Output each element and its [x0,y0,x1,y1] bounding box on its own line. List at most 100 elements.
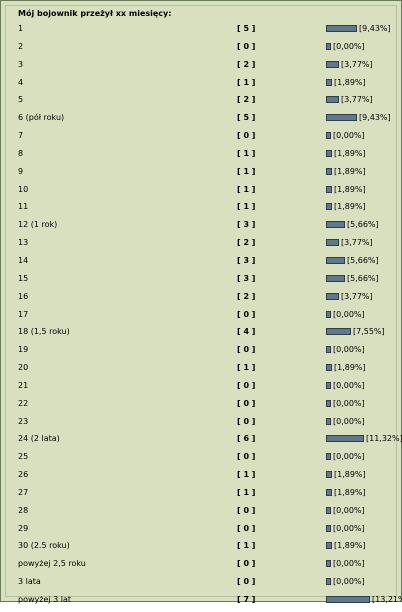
poll-option-bar [326,346,331,354]
poll-option-count: [ 4 ] [237,327,256,337]
poll-option-percent: [9,43%] [359,113,391,123]
poll-option-percent: [13,21%] [372,595,402,604]
poll-option-bar [326,132,331,140]
poll-option-row: powyżej 3 lat [ 7 ] [13,21%] [6,594,402,612]
poll-option-bar [326,435,364,443]
poll-option-percent: [3,77%] [341,95,373,105]
poll-option-row: 7 [ 0 ] [0,00%] [6,130,398,148]
poll-option-bar [326,310,331,318]
poll-option-percent: [1,89%] [334,541,366,551]
poll-option-label: 24 (2 lata) [18,434,60,444]
poll-option-row: 6 (pół roku) [ 5 ] [9,43%] [6,112,398,130]
poll-option-count: [ 1 ] [237,166,256,176]
poll-option-count: [ 0 ] [237,523,256,533]
poll-option-label: 3 lata [18,577,41,587]
poll-option-row: 23 [ 0 ] [0,00%] [6,416,398,434]
poll-option-percent: [1,89%] [334,166,366,176]
poll-option-percent: [1,89%] [334,202,366,212]
poll-option-percent: [0,00%] [333,505,365,515]
poll-option-label: 11 [18,202,29,212]
poll-option-count: [ 3 ] [237,273,256,283]
poll-option-count: [ 3 ] [237,220,256,230]
poll-option-row: powyżej 2,5 roku [ 0 ] [0,00%] [6,558,398,576]
poll-option-row: 17 [ 0 ] [0,00%] [6,309,398,327]
poll-option-row: 15 [ 3 ] [5,66%] [6,273,398,291]
poll-option-row: 2 [ 0 ] [0,00%] [6,41,398,59]
poll-option-row: 3 [ 2 ] [3,77%] [6,59,398,77]
poll-option-count: [ 0 ] [237,41,256,51]
poll-option-label: 12 (1 rok) [18,220,58,230]
poll-option-label: 2 [18,41,24,51]
poll-option-row: 9 [ 1 ] [1,89%] [6,166,398,184]
poll-option-bar [326,328,351,336]
poll-option-bar [326,221,345,229]
poll-option-bar [326,96,339,104]
poll-option-bar [326,256,345,264]
poll-option-percent: [1,89%] [334,487,366,497]
poll-option-bar [326,524,331,532]
poll-option-row: 26 [ 1 ] [1,89%] [6,469,398,487]
poll-option-label: 10 [18,184,29,194]
poll-option-percent: [5,66%] [347,273,379,283]
poll-option-count: [ 0 ] [237,380,256,390]
poll-option-row: 30 (2.5 roku) [ 1 ] [1,89%] [6,540,398,558]
poll-option-row: 12 (1 rok) [ 3 ] [5,66%] [6,219,398,237]
poll-option-percent: [3,77%] [341,291,373,301]
poll-option-row: 19 [ 0 ] [0,00%] [6,344,398,362]
poll-option-row: 13 [ 2 ] [3,77%] [6,237,398,255]
poll-option-count: [ 1 ] [237,77,256,87]
poll-option-label: 15 [18,273,29,283]
poll-option-bar [326,292,339,300]
poll-option-label: 23 [18,416,29,426]
poll-option-bar [326,274,345,282]
poll-option-percent: [3,77%] [341,59,373,69]
poll-option-count: [ 6 ] [237,434,256,444]
poll-option-count: [ 1 ] [237,541,256,551]
poll-option-percent: [0,00%] [333,523,365,533]
poll-option-count: [ 1 ] [237,184,256,194]
poll-option-count: [ 7 ] [237,595,256,604]
poll-option-percent: [5,66%] [347,220,379,230]
poll-option-label: powyżej 2,5 roku [18,559,86,569]
poll-option-percent: [11,32%] [366,434,402,444]
poll-option-percent: [0,00%] [333,398,365,408]
poll-option-count: [ 1 ] [237,487,256,497]
poll-option-row: 29 [ 0 ] [0,00%] [6,523,398,541]
poll-option-row: 21 [ 0 ] [0,00%] [6,380,398,398]
poll-option-percent: [0,00%] [333,452,365,462]
poll-option-label: 20 [18,363,29,373]
poll-option-bar [326,381,331,389]
poll-option-bar [326,25,357,32]
poll-option-count: [ 1 ] [237,470,256,480]
poll-option-bar [326,471,332,479]
poll-option-label: 26 [18,470,29,480]
poll-option-row: 8 [ 1 ] [1,89%] [6,148,398,166]
poll-option-row: 10 [ 1 ] [1,89%] [6,184,398,202]
poll-option-percent: [1,89%] [334,363,366,373]
poll-option-label: 6 (pół roku) [18,113,65,123]
poll-option-count: [ 0 ] [237,559,256,569]
poll-option-bar [326,488,332,496]
poll-option-count: [ 2 ] [237,59,256,69]
poll-option-label: 3 [18,59,24,69]
poll-option-count: [ 0 ] [237,416,256,426]
poll-option-label: 14 [18,255,29,265]
poll-option-bar [326,453,331,461]
poll-option-percent: [1,89%] [334,148,366,158]
poll-title: Mój bojownik przeżył xx miesięcy: [18,9,172,18]
poll-option-label: 21 [18,380,29,390]
poll-option-count: [ 0 ] [237,345,256,355]
poll-option-percent: [0,00%] [333,416,365,426]
poll-option-bar [326,114,357,122]
poll-option-label: 25 [18,452,29,462]
poll-option-bar [326,364,332,372]
poll-option-percent: [0,00%] [333,131,365,141]
poll-option-row: 25 [ 0 ] [0,00%] [6,451,398,469]
poll-option-bar [326,185,332,193]
poll-option-row: 22 [ 0 ] [0,00%] [6,398,398,416]
poll-option-row: 28 [ 0 ] [0,00%] [6,505,398,523]
poll-option-percent: [1,89%] [334,77,366,87]
poll-option-label: 13 [18,238,29,248]
poll-option-count: [ 0 ] [237,309,256,319]
